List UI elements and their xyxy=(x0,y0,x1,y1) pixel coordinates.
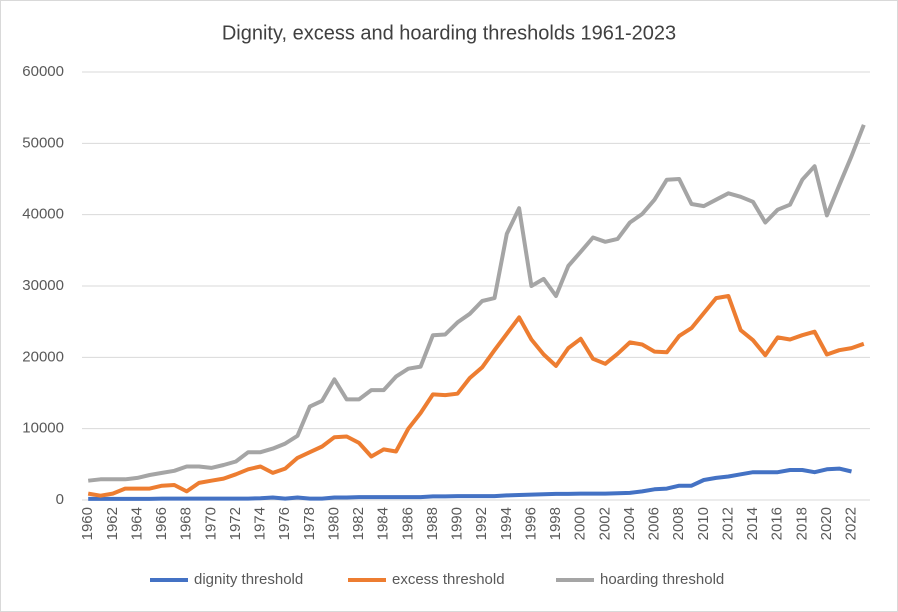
y-tick-label: 10000 xyxy=(22,420,64,437)
x-tick-label: 2012 xyxy=(719,507,736,540)
series-line xyxy=(87,294,865,498)
x-tick-label: 2000 xyxy=(572,507,589,540)
x-tick-label: 1980 xyxy=(325,507,342,540)
x-tick-label: 1990 xyxy=(449,507,466,540)
x-tick-label: 1962 xyxy=(104,507,121,540)
x-tick-label: 2006 xyxy=(646,507,663,540)
x-tick-label: 2008 xyxy=(670,507,687,540)
y-tick-label: 20000 xyxy=(22,348,64,365)
y-tick-label: 30000 xyxy=(22,277,64,294)
series-line xyxy=(87,124,866,483)
x-tick-label: 1978 xyxy=(301,507,318,540)
y-tick-label: 0 xyxy=(56,491,64,508)
y-tick-label: 60000 xyxy=(22,63,64,80)
x-tick-label: 1988 xyxy=(424,507,441,540)
legend-label: dignity threshold xyxy=(194,571,303,588)
x-tick-label: 1960 xyxy=(79,507,96,540)
x-tick-label: 1972 xyxy=(227,507,244,540)
x-tick-label: 1992 xyxy=(473,507,490,540)
legend-label: hoarding threshold xyxy=(600,571,724,588)
y-tick-label: 40000 xyxy=(22,206,64,223)
x-tick-label: 1998 xyxy=(547,507,564,540)
y-tick-label: 50000 xyxy=(22,134,64,151)
x-tick-label: 1986 xyxy=(399,507,416,540)
x-tick-label: 2014 xyxy=(744,507,761,540)
x-tick-label: 2022 xyxy=(843,507,860,540)
x-tick-label: 2002 xyxy=(596,507,613,540)
x-tick-label: 1976 xyxy=(276,507,293,540)
x-tick-label: 1966 xyxy=(153,507,170,540)
x-tick-label: 2016 xyxy=(769,507,786,540)
x-tick-label: 1994 xyxy=(498,507,515,540)
x-tick-label: 1964 xyxy=(128,507,145,540)
legend-label: excess threshold xyxy=(392,571,505,588)
x-tick-label: 1974 xyxy=(252,507,269,540)
chart-title: Dignity, excess and hoarding thresholds … xyxy=(222,22,676,44)
x-tick-label: 1970 xyxy=(202,507,219,540)
x-tick-label: 1968 xyxy=(178,507,195,540)
x-tick-label: 1984 xyxy=(375,507,392,540)
series-line xyxy=(88,466,852,501)
x-tick-label: 1996 xyxy=(522,507,539,540)
x-tick-label: 2010 xyxy=(695,507,712,540)
x-tick-label: 1982 xyxy=(350,507,367,540)
x-tick-label: 2004 xyxy=(621,507,638,540)
x-tick-label: 2020 xyxy=(818,507,835,540)
x-tick-label: 2018 xyxy=(793,507,810,540)
